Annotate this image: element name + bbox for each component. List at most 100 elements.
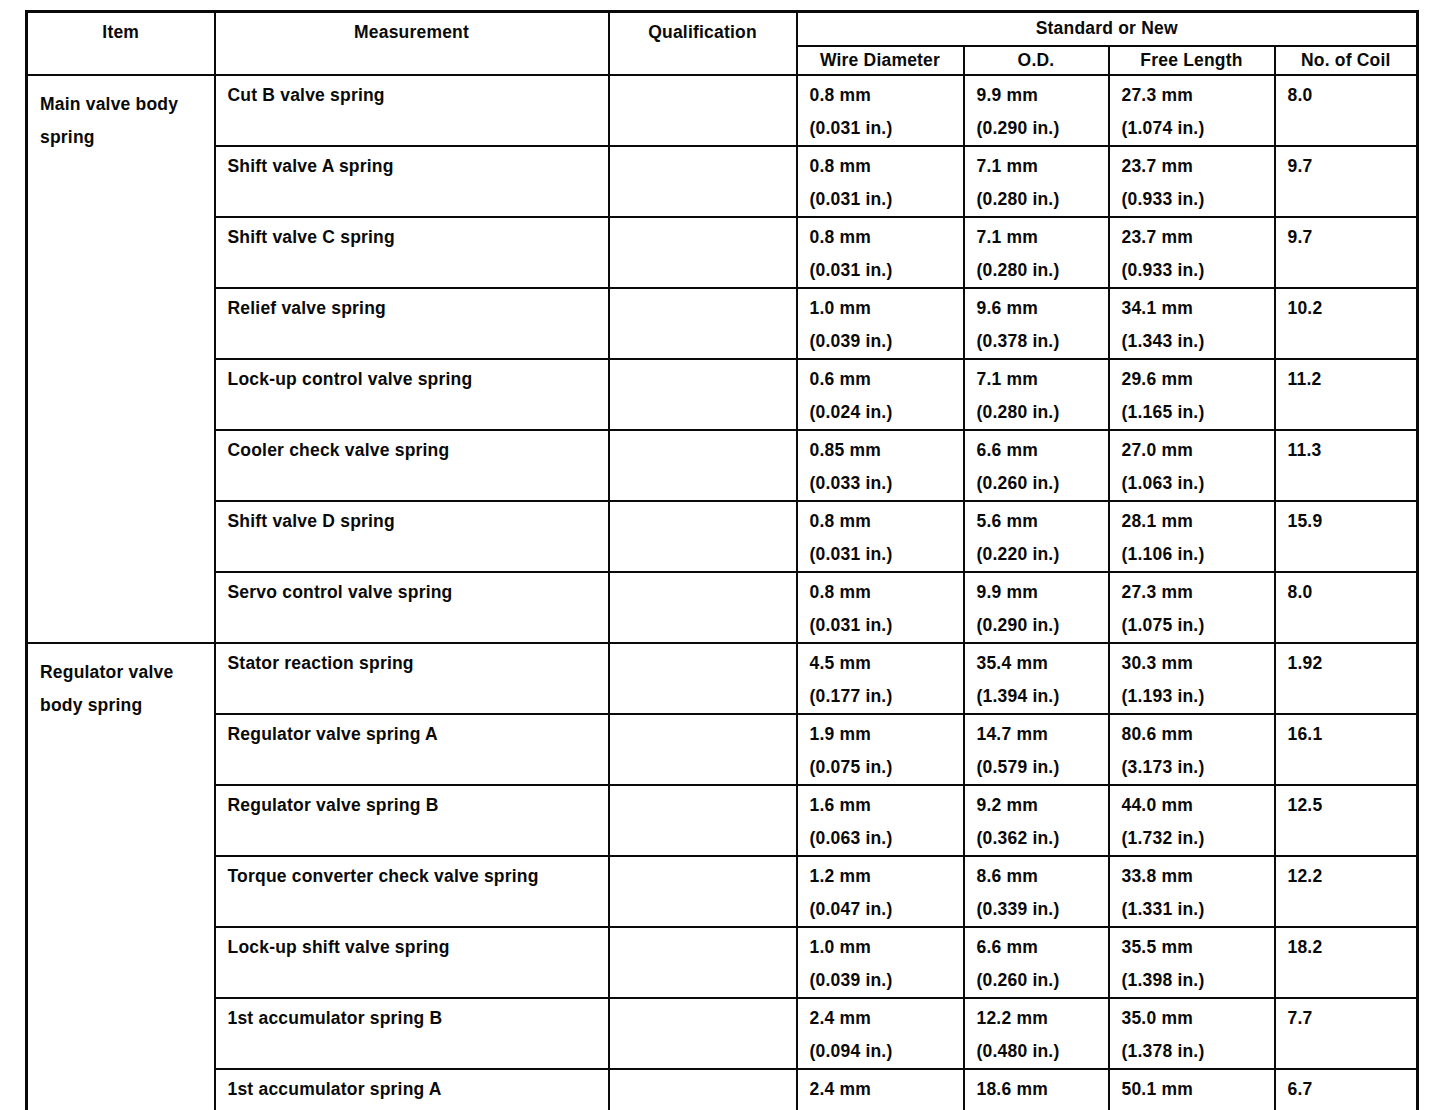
free-length-imperial: (1.378 in.) bbox=[1122, 1035, 1268, 1068]
table-row: Regulator valve body springStator reacti… bbox=[27, 643, 1418, 714]
no-of-coil-cell: 6.7 bbox=[1275, 1069, 1418, 1110]
no-of-coil-value: 18.2 bbox=[1288, 931, 1411, 964]
free-length-metric: 27.0 mm bbox=[1122, 434, 1268, 467]
free-length-cell: 33.8 mm(1.331 in.) bbox=[1109, 856, 1275, 927]
wire-diameter-metric: 0.6 mm bbox=[810, 363, 957, 396]
free-length-cell: 27.3 mm(1.074 in.) bbox=[1109, 75, 1275, 146]
measurement-label: Relief valve spring bbox=[228, 292, 602, 325]
measurement-cell: 1st accumulator spring B bbox=[215, 998, 609, 1069]
free-length-cell: 27.3 mm(1.075 in.) bbox=[1109, 572, 1275, 643]
free-length-cell: 23.7 mm(0.933 in.) bbox=[1109, 146, 1275, 217]
free-length-cell: 23.7 mm(0.933 in.) bbox=[1109, 217, 1275, 288]
measurement-label: Torque converter check valve spring bbox=[228, 860, 602, 893]
wire-diameter-cell: 0.8 mm(0.031 in.) bbox=[797, 572, 964, 643]
no-of-coil-cell: 15.9 bbox=[1275, 501, 1418, 572]
column-header-free-length: Free Length bbox=[1109, 46, 1275, 75]
free-length-metric: 23.7 mm bbox=[1122, 221, 1268, 254]
table-row: Servo control valve spring 0.8 mm(0.031 … bbox=[27, 572, 1418, 643]
od-cell: 7.1 mm(0.280 in.) bbox=[964, 146, 1109, 217]
wire-diameter-cell: 2.4 mm(0.094 in.) bbox=[797, 1069, 964, 1110]
measurement-cell: Servo control valve spring bbox=[215, 572, 609, 643]
od-cell: 7.1 mm(0.280 in.) bbox=[964, 359, 1109, 430]
wire-diameter-cell: 0.85 mm(0.033 in.) bbox=[797, 430, 964, 501]
measurement-cell: Regulator valve spring A bbox=[215, 714, 609, 785]
measurement-label: Shift valve C spring bbox=[228, 221, 602, 254]
no-of-coil-cell: 16.1 bbox=[1275, 714, 1418, 785]
wire-diameter-cell: 0.8 mm(0.031 in.) bbox=[797, 146, 964, 217]
wire-diameter-cell: 2.4 mm(0.094 in.) bbox=[797, 998, 964, 1069]
od-metric: 9.2 mm bbox=[977, 789, 1102, 822]
measurement-cell: Shift valve D spring bbox=[215, 501, 609, 572]
item-group-label: Main valve body spring bbox=[40, 94, 178, 147]
measurement-label: Regulator valve spring A bbox=[228, 718, 602, 751]
column-header-od: O.D. bbox=[964, 46, 1109, 75]
free-length-cell: 50.1 mm(1.972 in.) bbox=[1109, 1069, 1275, 1110]
free-length-imperial: (1.331 in.) bbox=[1122, 893, 1268, 926]
wire-diameter-metric: 1.2 mm bbox=[810, 860, 957, 893]
od-metric: 14.7 mm bbox=[977, 718, 1102, 751]
qualification-cell bbox=[609, 359, 797, 430]
measurement-label: Lock-up control valve spring bbox=[228, 363, 602, 396]
qualification-cell bbox=[609, 1069, 797, 1110]
od-imperial: (0.280 in.) bbox=[977, 396, 1102, 429]
wire-diameter-metric: 2.4 mm bbox=[810, 1002, 957, 1035]
qualification-cell bbox=[609, 998, 797, 1069]
measurement-cell: Regulator valve spring B bbox=[215, 785, 609, 856]
free-length-imperial: (1.398 in.) bbox=[1122, 964, 1268, 997]
free-length-imperial: (1.343 in.) bbox=[1122, 325, 1268, 358]
measurement-label: 1st accumulator spring B bbox=[228, 1002, 602, 1035]
no-of-coil-value: 11.2 bbox=[1288, 363, 1411, 396]
qualification-cell bbox=[609, 927, 797, 998]
free-length-metric: 29.6 mm bbox=[1122, 363, 1268, 396]
wire-diameter-cell: 1.2 mm(0.047 in.) bbox=[797, 856, 964, 927]
wire-diameter-metric: 0.85 mm bbox=[810, 434, 957, 467]
measurement-cell: Relief valve spring bbox=[215, 288, 609, 359]
od-cell: 6.6 mm(0.260 in.) bbox=[964, 430, 1109, 501]
column-header-no-of-coil: No. of Coil bbox=[1275, 46, 1418, 75]
no-of-coil-value: 8.0 bbox=[1288, 576, 1411, 609]
table-row: Shift valve A spring 0.8 mm(0.031 in.) 7… bbox=[27, 146, 1418, 217]
no-of-coil-value: 6.7 bbox=[1288, 1073, 1411, 1106]
free-length-cell: 27.0 mm(1.063 in.) bbox=[1109, 430, 1275, 501]
wire-diameter-cell: 0.8 mm(0.031 in.) bbox=[797, 75, 964, 146]
free-length-metric: 50.1 mm bbox=[1122, 1073, 1268, 1106]
free-length-imperial: (1.075 in.) bbox=[1122, 609, 1268, 642]
no-of-coil-value: 11.3 bbox=[1288, 434, 1411, 467]
free-length-cell: 35.0 mm(1.378 in.) bbox=[1109, 998, 1275, 1069]
free-length-metric: 23.7 mm bbox=[1122, 150, 1268, 183]
wire-diameter-cell: 1.9 mm(0.075 in.) bbox=[797, 714, 964, 785]
od-metric: 12.2 mm bbox=[977, 1002, 1102, 1035]
qualification-cell bbox=[609, 430, 797, 501]
wire-diameter-metric: 0.8 mm bbox=[810, 505, 957, 538]
wire-diameter-metric: 0.8 mm bbox=[810, 221, 957, 254]
free-length-metric: 44.0 mm bbox=[1122, 789, 1268, 822]
od-imperial: (0.260 in.) bbox=[977, 964, 1102, 997]
od-cell: 12.2 mm(0.480 in.) bbox=[964, 998, 1109, 1069]
measurement-label: Shift valve A spring bbox=[228, 150, 602, 183]
od-imperial: (0.732 in.) bbox=[977, 1106, 1102, 1110]
free-length-metric: 27.3 mm bbox=[1122, 576, 1268, 609]
od-cell: 35.4 mm(1.394 in.) bbox=[964, 643, 1109, 714]
scanned-manual-page: Item Measurement Qualification Standard … bbox=[0, 0, 1456, 1110]
od-metric: 7.1 mm bbox=[977, 363, 1102, 396]
wire-diameter-imperial: (0.039 in.) bbox=[810, 325, 957, 358]
wire-diameter-imperial: (0.094 in.) bbox=[810, 1035, 957, 1068]
qualification-cell bbox=[609, 75, 797, 146]
od-cell: 18.6 mm(0.732 in.) bbox=[964, 1069, 1109, 1110]
table-row: Cooler check valve spring 0.85 mm(0.033 … bbox=[27, 430, 1418, 501]
wire-diameter-cell: 1.0 mm(0.039 in.) bbox=[797, 927, 964, 998]
measurement-cell: 1st accumulator spring A bbox=[215, 1069, 609, 1110]
table-row: Shift valve D spring 0.8 mm(0.031 in.) 5… bbox=[27, 501, 1418, 572]
wire-diameter-imperial: (0.031 in.) bbox=[810, 112, 957, 145]
wire-diameter-imperial: (0.031 in.) bbox=[810, 609, 957, 642]
od-imperial: (0.220 in.) bbox=[977, 538, 1102, 571]
od-metric: 9.9 mm bbox=[977, 576, 1102, 609]
qualification-cell bbox=[609, 217, 797, 288]
wire-diameter-cell: 1.0 mm(0.039 in.) bbox=[797, 288, 964, 359]
table-row: Regulator valve spring A 1.9 mm(0.075 in… bbox=[27, 714, 1418, 785]
wire-diameter-metric: 1.0 mm bbox=[810, 931, 957, 964]
od-metric: 18.6 mm bbox=[977, 1073, 1102, 1106]
measurement-cell: Shift valve A spring bbox=[215, 146, 609, 217]
od-imperial: (0.378 in.) bbox=[977, 325, 1102, 358]
measurement-cell: Stator reaction spring bbox=[215, 643, 609, 714]
